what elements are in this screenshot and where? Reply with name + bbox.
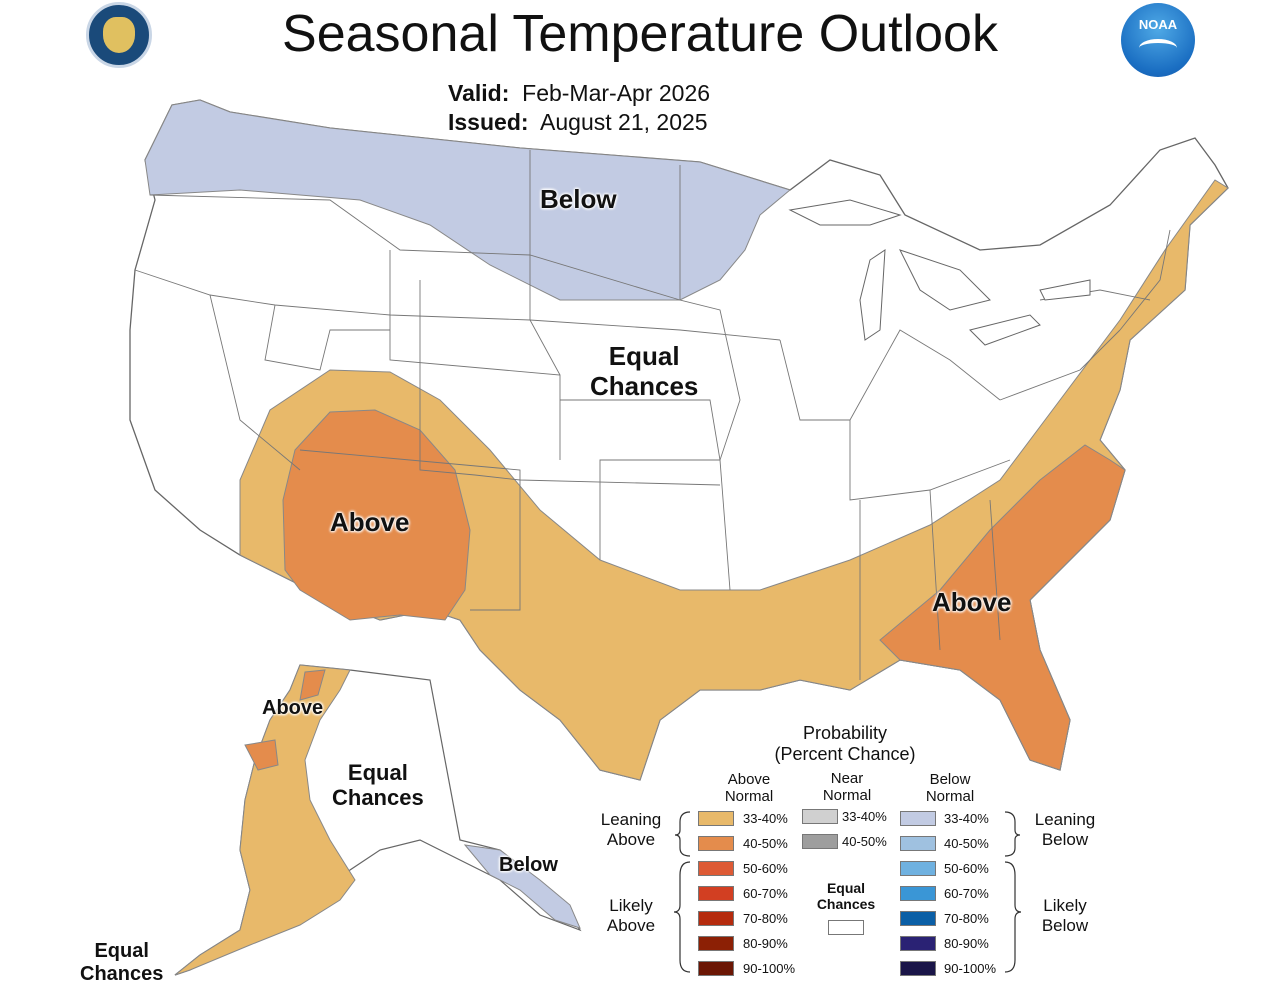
- legend-above-swatch-1: [698, 836, 734, 851]
- legend-above-header-line2: Normal: [724, 788, 774, 806]
- legend-braces: [673, 811, 1022, 973]
- legend-near-swatch-0: [802, 809, 838, 824]
- issued-line: Issued: August 21, 2025: [448, 109, 708, 136]
- legend-below-header: Below Normal: [913, 771, 987, 806]
- legend-below-swatch-1: [900, 836, 936, 851]
- noaa-logo-text: NOAA: [1138, 17, 1178, 32]
- legend-equal-line2: Chances: [816, 896, 876, 913]
- label-ak-equal-line1: Equal: [347, 760, 408, 785]
- alaska-landmass: [174, 664, 582, 976]
- legend-below-swatch-6: [900, 961, 936, 976]
- label-equal-chances-center-line1: Equal: [608, 341, 680, 371]
- legend-above-swatch-6: [698, 961, 734, 976]
- legend-below-label-1: 40-50%: [944, 836, 989, 851]
- legend-leaning-below-line2: Below: [1041, 830, 1089, 850]
- legend-near-swatch-1: [802, 834, 838, 849]
- legend-leaning-above-line2: Above: [606, 830, 656, 850]
- label-ak-equal-chances-sw: Equal Chances: [80, 940, 163, 986]
- legend-title-line1: Probability: [802, 723, 888, 743]
- label-ak-equal-sw-line2: Chances: [80, 963, 164, 985]
- valid-line: Valid: Feb-Mar-Apr 2026: [448, 80, 710, 107]
- legend-below-header-line1: Below: [929, 771, 971, 788]
- legend-above-swatch-0: [698, 811, 734, 826]
- legend-title: Probability (Percent Chance): [745, 723, 945, 764]
- label-above-southeast: Above: [932, 587, 1012, 617]
- page-title: Seasonal Temperature Outlook: [282, 5, 998, 63]
- legend-above-label-1: 40-50%: [743, 836, 788, 851]
- legend-below-swatch-4: [900, 911, 936, 926]
- legend-likely-above-line2: Above: [606, 916, 656, 936]
- legend-above-label-0: 33-40%: [743, 811, 788, 826]
- legend-above-swatch-4: [698, 911, 734, 926]
- legend-equal-chances-swatch: [828, 920, 864, 935]
- label-ak-above: Above: [262, 697, 324, 719]
- legend-below-label-6: 90-100%: [944, 961, 997, 976]
- legend-above-label-5: 80-90%: [743, 936, 788, 951]
- label-ak-below: Below: [499, 854, 558, 876]
- legend-near-header: Near Normal: [810, 770, 884, 805]
- legend-below-label-5: 80-90%: [944, 936, 989, 951]
- issued-label: Issued:: [448, 109, 529, 135]
- legend-below-swatch-0: [900, 811, 936, 826]
- great-lakes: [788, 199, 1091, 346]
- issued-value: August 21, 2025: [540, 109, 708, 135]
- legend-below-header-line2: Normal: [925, 788, 975, 806]
- legend-above-swatch-2: [698, 861, 734, 876]
- legend-equal-chances: Equal Chances: [806, 880, 886, 912]
- valid-value: Feb-Mar-Apr 2026: [522, 80, 711, 106]
- legend-above-label-3: 60-70%: [743, 886, 788, 901]
- alaska-above-region: [174, 664, 356, 976]
- legend-likely-above: Likely Above: [592, 896, 670, 937]
- above-40-50-southeast-region: [879, 444, 1126, 771]
- legend-leaning-below: Leaning Below: [1025, 810, 1105, 851]
- state-boundaries: [134, 150, 1171, 680]
- legend-below-label-2: 50-60%: [944, 861, 989, 876]
- legend-title-line2: (Percent Chance): [774, 743, 916, 764]
- legend-likely-below: Likely Below: [1025, 896, 1105, 937]
- legend-likely-above-line1: Likely: [609, 896, 653, 915]
- noaa-logo: NOAA: [1121, 3, 1195, 77]
- label-ak-equal-line2: Chances: [332, 785, 424, 811]
- legend-above-swatch-5: [698, 936, 734, 951]
- alaska-below-panhandle-region: [463, 844, 581, 929]
- label-below-north: Below: [540, 184, 617, 214]
- legend-below-label-0: 33-40%: [944, 811, 989, 826]
- legend-likely-below-line2: Below: [1041, 916, 1089, 936]
- gull-icon: [1139, 39, 1177, 57]
- label-equal-chances-center-line2: Chances: [590, 370, 699, 401]
- above-40-50-southwest-region: [282, 409, 471, 621]
- legend-below-label-3: 60-70%: [944, 886, 989, 901]
- alaska-above-40-50-west-region: [244, 739, 279, 771]
- legend-leaning-above: Leaning Above: [592, 810, 670, 851]
- legend-near-header-line1: Near: [830, 770, 864, 787]
- legend-above-header: Above Normal: [712, 771, 786, 806]
- doc-seal-logo: [86, 2, 152, 68]
- legend-likely-below-line1: Likely: [1043, 896, 1087, 915]
- label-ak-equal-sw-line1: Equal: [94, 940, 149, 962]
- legend-equal-line1: Equal: [826, 880, 866, 896]
- legend-near-label-1: 40-50%: [842, 834, 887, 849]
- alaska-above-40-50-region: [299, 669, 326, 701]
- legend-above-label-4: 70-80%: [743, 911, 788, 926]
- legend-near-label-0: 33-40%: [842, 809, 887, 824]
- legend-leaning-above-line1: Leaning: [600, 810, 662, 829]
- legend-below-swatch-5: [900, 936, 936, 951]
- legend-above-label-2: 50-60%: [743, 861, 788, 876]
- below-normal-north-region: [144, 99, 792, 301]
- legend-below-swatch-2: [900, 861, 936, 876]
- legend-above-label-6: 90-100%: [743, 961, 796, 976]
- legend-below-swatch-3: [900, 886, 936, 901]
- legend-leaning-below-line1: Leaning: [1034, 810, 1096, 829]
- valid-label: Valid:: [448, 80, 510, 106]
- eagle-icon: [103, 17, 135, 53]
- label-equal-chances-center: Equal Chances: [590, 341, 699, 402]
- legend-above-swatch-3: [698, 886, 734, 901]
- label-above-southwest: Above: [330, 507, 410, 537]
- legend-near-header-line2: Normal: [822, 787, 872, 805]
- label-ak-equal-chances: Equal Chances: [332, 760, 424, 811]
- legend-below-label-4: 70-80%: [944, 911, 989, 926]
- legend-above-header-line1: Above: [727, 771, 771, 788]
